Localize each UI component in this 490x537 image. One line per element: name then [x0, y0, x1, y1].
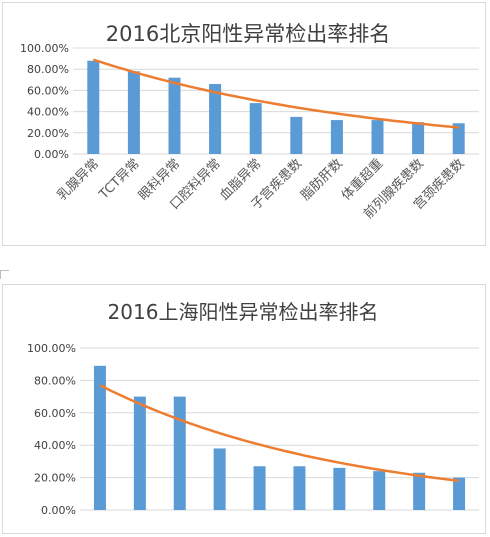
- beijing-chart-title: 2016北京阳性异常检出率排名: [106, 22, 390, 46]
- shanghai-chart: 2016上海阳性异常检出率排名 0.00% 20.00% 40.00% 60.00% 8…: [27, 300, 479, 517]
- beijing-bar: [249, 103, 262, 154]
- shanghai-bar: [133, 396, 146, 510]
- beijing-trendline: [92, 58, 459, 129]
- shanghai-bar: [213, 448, 226, 510]
- shanghai-bar: [453, 477, 466, 510]
- beijing-bar: [452, 123, 465, 154]
- beijing-chart-panel: 2016北京阳性异常检出率排名 0.00% 20.00% 40.00% 60.00% 8…: [2, 2, 486, 246]
- beijing-bar: [290, 116, 303, 154]
- shanghai-chart-title: 2016上海阳性异常检出率排名: [108, 300, 379, 324]
- shanghai-bar: [413, 472, 426, 510]
- shanghai-y-tick-label: 40.00%: [34, 439, 76, 452]
- shanghai-bar: [93, 365, 106, 510]
- beijing-y-tick-label: 20.00%: [27, 127, 69, 140]
- beijing-y-tick-label: 80.00%: [27, 63, 69, 76]
- beijing-y-tick-label: 40.00%: [27, 106, 69, 119]
- beijing-y-tick-label: 0.00%: [34, 148, 69, 161]
- shanghai-y-tick-label: 60.00%: [34, 407, 76, 420]
- shanghai-bar: [373, 471, 386, 510]
- shanghai-y-tick-label: 100.00%: [27, 342, 76, 355]
- beijing-bar: [209, 84, 222, 154]
- beijing-bar: [168, 77, 181, 154]
- shanghai-bar: [333, 467, 346, 510]
- beijing-x-tick-label: 乳腺异常: [55, 156, 102, 203]
- beijing-bar: [87, 60, 100, 154]
- shanghai-bar: [253, 466, 266, 510]
- beijing-x-tick-label: 脂肪肝数: [298, 156, 346, 204]
- shanghai-y-tick-label: 0.00%: [41, 504, 76, 517]
- shanghai-y-tick-label: 80.00%: [34, 374, 76, 387]
- beijing-bar: [412, 122, 425, 154]
- beijing-y-tick-label: 60.00%: [27, 84, 69, 97]
- shanghai-y-tick-label: 20.00%: [34, 472, 76, 485]
- beijing-bar: [127, 71, 140, 154]
- shanghai-bar: [293, 466, 306, 510]
- separator-mark: [0, 270, 9, 279]
- shanghai-bar: [173, 396, 186, 510]
- beijing-bar: [371, 120, 384, 154]
- shanghai-chart-panel: 2016上海阳性异常检出率排名 0.00% 20.00% 40.00% 60.00% 8…: [2, 284, 486, 534]
- beijing-bar: [330, 120, 343, 154]
- beijing-chart: 2016北京阳性异常检出率排名 0.00% 20.00% 40.00% 60.00% 8…: [20, 22, 479, 222]
- beijing-x-tick-label: TCT异常: [96, 156, 143, 203]
- shanghai-trendline: [99, 384, 460, 483]
- beijing-y-tick-label: 100.00%: [20, 42, 69, 55]
